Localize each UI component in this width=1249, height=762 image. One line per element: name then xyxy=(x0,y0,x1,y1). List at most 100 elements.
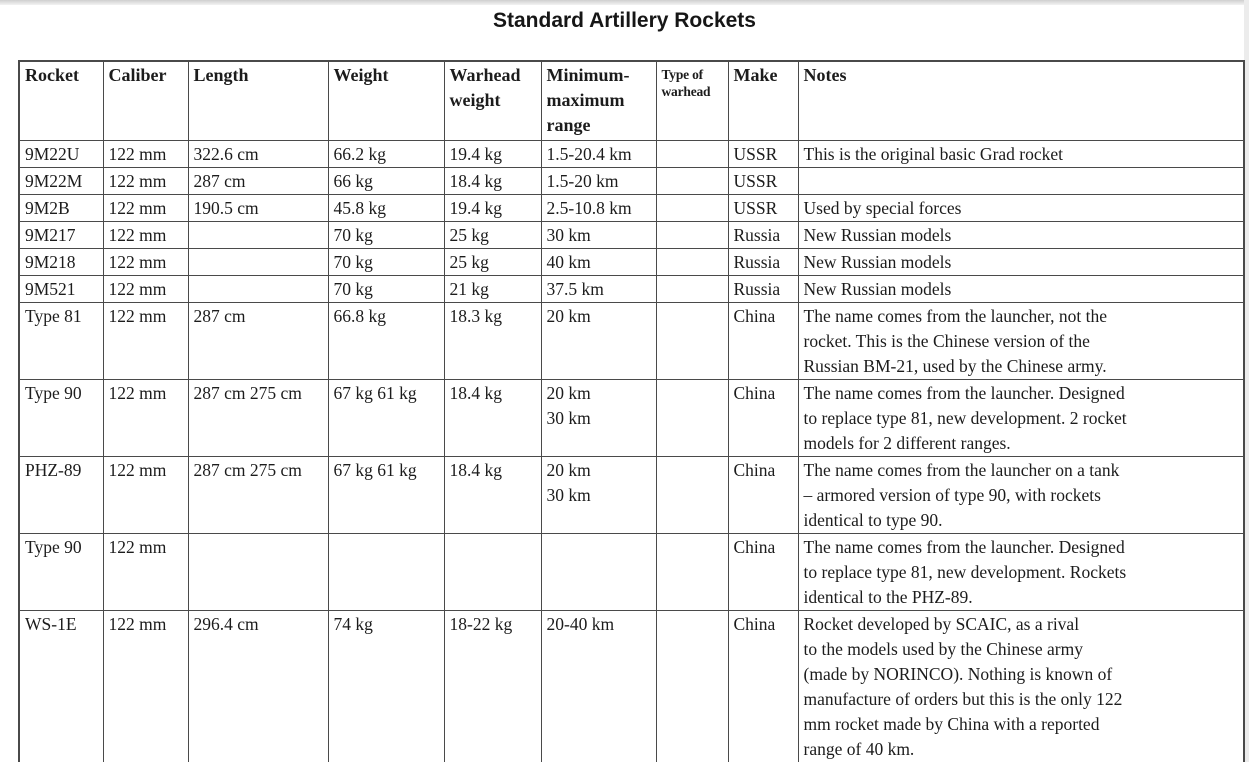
cell-caliber: 122 mm xyxy=(102,532,189,611)
column-header-warhead-type: Type of warhead xyxy=(655,60,729,141)
cell-notes: Rocket developed by SCAIC, as a rival to… xyxy=(797,609,1245,762)
cell-length: 296.4 cm xyxy=(187,609,329,762)
cell-warhead-weight: 25 kg xyxy=(443,220,542,249)
cell-notes xyxy=(797,166,1245,195)
cell-warhead-type xyxy=(655,378,729,457)
cell-range: 40 km xyxy=(540,247,657,276)
cell-warhead-weight: 25 kg xyxy=(443,247,542,276)
column-header-caliber: Caliber xyxy=(102,60,189,141)
table-row: Type 90 122 mm China The name comes from th… xyxy=(18,532,1245,611)
cell-weight: 70 kg xyxy=(327,247,445,276)
cell-notes: The name comes from the launcher. Design… xyxy=(797,532,1245,611)
column-header-warhead-weight: Warhead weight xyxy=(443,60,542,141)
cell-make: Russia xyxy=(727,274,799,303)
cell-rocket: PHZ-89 xyxy=(18,455,104,534)
cell-warhead-type xyxy=(655,274,729,303)
cell-range: 20-40 km xyxy=(540,609,657,762)
cell-range: 30 km xyxy=(540,220,657,249)
cell-range: 20 km 30 km xyxy=(540,378,657,457)
cell-warhead-type xyxy=(655,166,729,195)
cell-caliber: 122 mm xyxy=(102,378,189,457)
cell-weight: 70 kg xyxy=(327,274,445,303)
cell-rocket: 9M217 xyxy=(18,220,104,249)
cell-rocket: 9M521 xyxy=(18,274,104,303)
cell-rocket: 9M22U xyxy=(18,139,104,168)
column-header-length: Length xyxy=(187,60,329,141)
cell-warhead-weight: 18.4 kg xyxy=(443,166,542,195)
cell-caliber: 122 mm xyxy=(102,193,189,222)
cell-weight: 66.2 kg xyxy=(327,139,445,168)
cell-make: Russia xyxy=(727,220,799,249)
cell-warhead-type xyxy=(655,301,729,380)
cell-range: 37.5 km xyxy=(540,274,657,303)
cell-warhead-weight: 21 kg xyxy=(443,274,542,303)
table-row: 9M22U 122 mm 322.6 cm 66.2 kg 19.4 kg 1.5-20.… xyxy=(18,139,1245,168)
page-edge-top xyxy=(0,0,1249,5)
cell-weight: 66 kg xyxy=(327,166,445,195)
cell-warhead-weight: 19.4 kg xyxy=(443,193,542,222)
cell-make: Russia xyxy=(727,247,799,276)
cell-weight: 74 kg xyxy=(327,609,445,762)
table-row: 9M22M 122 mm 287 cm 66 kg 18.4 kg 1.5-20 km US… xyxy=(18,166,1245,195)
cell-notes: This is the original basic Grad rocket xyxy=(797,139,1245,168)
table-body: 9M22U 122 mm 322.6 cm 66.2 kg 19.4 kg 1.5-20.… xyxy=(18,139,1245,762)
cell-make: USSR xyxy=(727,139,799,168)
cell-make: China xyxy=(727,455,799,534)
header-row: Rocket Caliber Length Weight Warhead wei… xyxy=(18,60,1245,141)
cell-caliber: 122 mm xyxy=(102,166,189,195)
cell-make: China xyxy=(727,378,799,457)
cell-length: 287 cm xyxy=(187,166,329,195)
cell-warhead-type xyxy=(655,455,729,534)
cell-range: 20 km xyxy=(540,301,657,380)
cell-range: 20 km 30 km xyxy=(540,455,657,534)
cell-weight: 67 kg 61 kg xyxy=(327,378,445,457)
cell-rocket: 9M218 xyxy=(18,247,104,276)
table-row: 9M217 122 mm 70 kg 25 kg 30 km Russia New Russ… xyxy=(18,220,1245,249)
cell-warhead-type xyxy=(655,139,729,168)
column-header-notes: Notes xyxy=(797,60,1245,141)
cell-notes: New Russian models xyxy=(797,220,1245,249)
cell-rocket: Type 90 xyxy=(18,532,104,611)
cell-length xyxy=(187,220,329,249)
page-title: Standard Artillery Rockets xyxy=(493,9,756,32)
cell-range: 1.5-20 km xyxy=(540,166,657,195)
cell-caliber: 122 mm xyxy=(102,220,189,249)
page-edge-right xyxy=(1244,0,1249,762)
table-row: Type 81 122 mm 287 cm 66.8 kg 18.3 kg 20 km Ch… xyxy=(18,301,1245,380)
table-row: Type 90 122 mm 287 cm 275 cm 67 kg 61 kg 18.… xyxy=(18,378,1245,457)
cell-warhead-type xyxy=(655,193,729,222)
table-row: 9M521 122 mm 70 kg 21 kg 37.5 km Russia New Ru… xyxy=(18,274,1245,303)
cell-caliber: 122 mm xyxy=(102,301,189,380)
cell-length: 287 cm xyxy=(187,301,329,380)
cell-make: China xyxy=(727,609,799,762)
cell-length: 322.6 cm xyxy=(187,139,329,168)
cell-rocket: Type 90 xyxy=(18,378,104,457)
cell-caliber: 122 mm xyxy=(102,455,189,534)
cell-weight: 70 kg xyxy=(327,220,445,249)
rockets-table: Rocket Caliber Length Weight Warhead wei… xyxy=(18,60,1245,762)
cell-warhead-type xyxy=(655,609,729,762)
table-row: 9M2B 122 mm 190.5 cm 45.8 kg 19.4 kg 2.5-10.8… xyxy=(18,193,1245,222)
column-header-rocket: Rocket xyxy=(18,60,104,141)
cell-notes: The name comes from the launcher, not th… xyxy=(797,301,1245,380)
cell-make: USSR xyxy=(727,166,799,195)
cell-caliber: 122 mm xyxy=(102,274,189,303)
cell-range: 2.5-10.8 km xyxy=(540,193,657,222)
cell-length: 190.5 cm xyxy=(187,193,329,222)
cell-warhead-weight xyxy=(443,532,542,611)
cell-warhead-weight: 19.4 kg xyxy=(443,139,542,168)
cell-notes: Used by special forces xyxy=(797,193,1245,222)
cell-weight xyxy=(327,532,445,611)
cell-notes: New Russian models xyxy=(797,274,1245,303)
cell-rocket: WS-1E xyxy=(18,609,104,762)
cell-rocket: 9M22M xyxy=(18,166,104,195)
cell-caliber: 122 mm xyxy=(102,139,189,168)
table-row: PHZ-89 122 mm 287 cm 275 cm 67 kg 61 kg 18.4… xyxy=(18,455,1245,534)
column-header-range: Minimum- maximum range xyxy=(540,60,657,141)
cell-warhead-weight: 18.4 kg xyxy=(443,378,542,457)
cell-notes: The name comes from the launcher. Design… xyxy=(797,378,1245,457)
cell-caliber: 122 mm xyxy=(102,609,189,762)
column-header-weight: Weight xyxy=(327,60,445,141)
cell-warhead-weight: 18.4 kg xyxy=(443,455,542,534)
cell-warhead-weight: 18.3 kg xyxy=(443,301,542,380)
